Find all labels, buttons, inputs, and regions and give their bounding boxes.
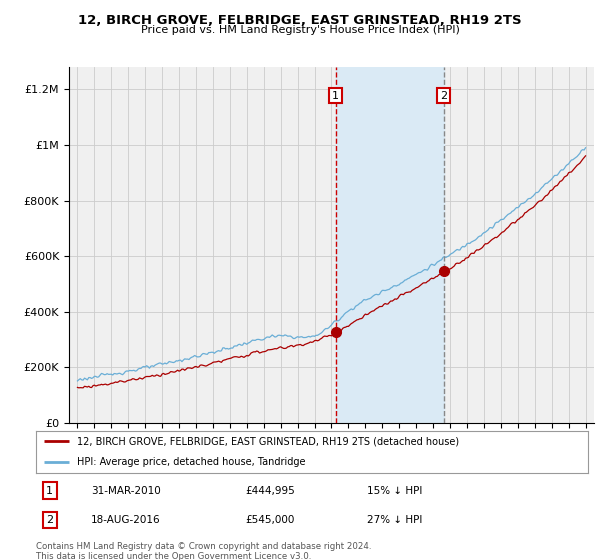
Text: 27% ↓ HPI: 27% ↓ HPI xyxy=(367,515,422,525)
Text: 2: 2 xyxy=(46,515,53,525)
Text: 12, BIRCH GROVE, FELBRIDGE, EAST GRINSTEAD, RH19 2TS: 12, BIRCH GROVE, FELBRIDGE, EAST GRINSTE… xyxy=(78,14,522,27)
Text: £545,000: £545,000 xyxy=(246,515,295,525)
Text: 1: 1 xyxy=(46,486,53,496)
Text: Price paid vs. HM Land Registry's House Price Index (HPI): Price paid vs. HM Land Registry's House … xyxy=(140,25,460,35)
Text: 1: 1 xyxy=(332,91,339,101)
Bar xyxy=(336,67,444,423)
Text: £444,995: £444,995 xyxy=(246,486,296,496)
Text: 18-AUG-2016: 18-AUG-2016 xyxy=(91,515,161,525)
Text: Contains HM Land Registry data © Crown copyright and database right 2024.
This d: Contains HM Land Registry data © Crown c… xyxy=(36,542,371,560)
Text: 2: 2 xyxy=(440,91,448,101)
Text: 31-MAR-2010: 31-MAR-2010 xyxy=(91,486,161,496)
Text: HPI: Average price, detached house, Tandridge: HPI: Average price, detached house, Tand… xyxy=(77,458,306,467)
Text: 12, BIRCH GROVE, FELBRIDGE, EAST GRINSTEAD, RH19 2TS (detached house): 12, BIRCH GROVE, FELBRIDGE, EAST GRINSTE… xyxy=(77,436,460,446)
Text: 15% ↓ HPI: 15% ↓ HPI xyxy=(367,486,422,496)
